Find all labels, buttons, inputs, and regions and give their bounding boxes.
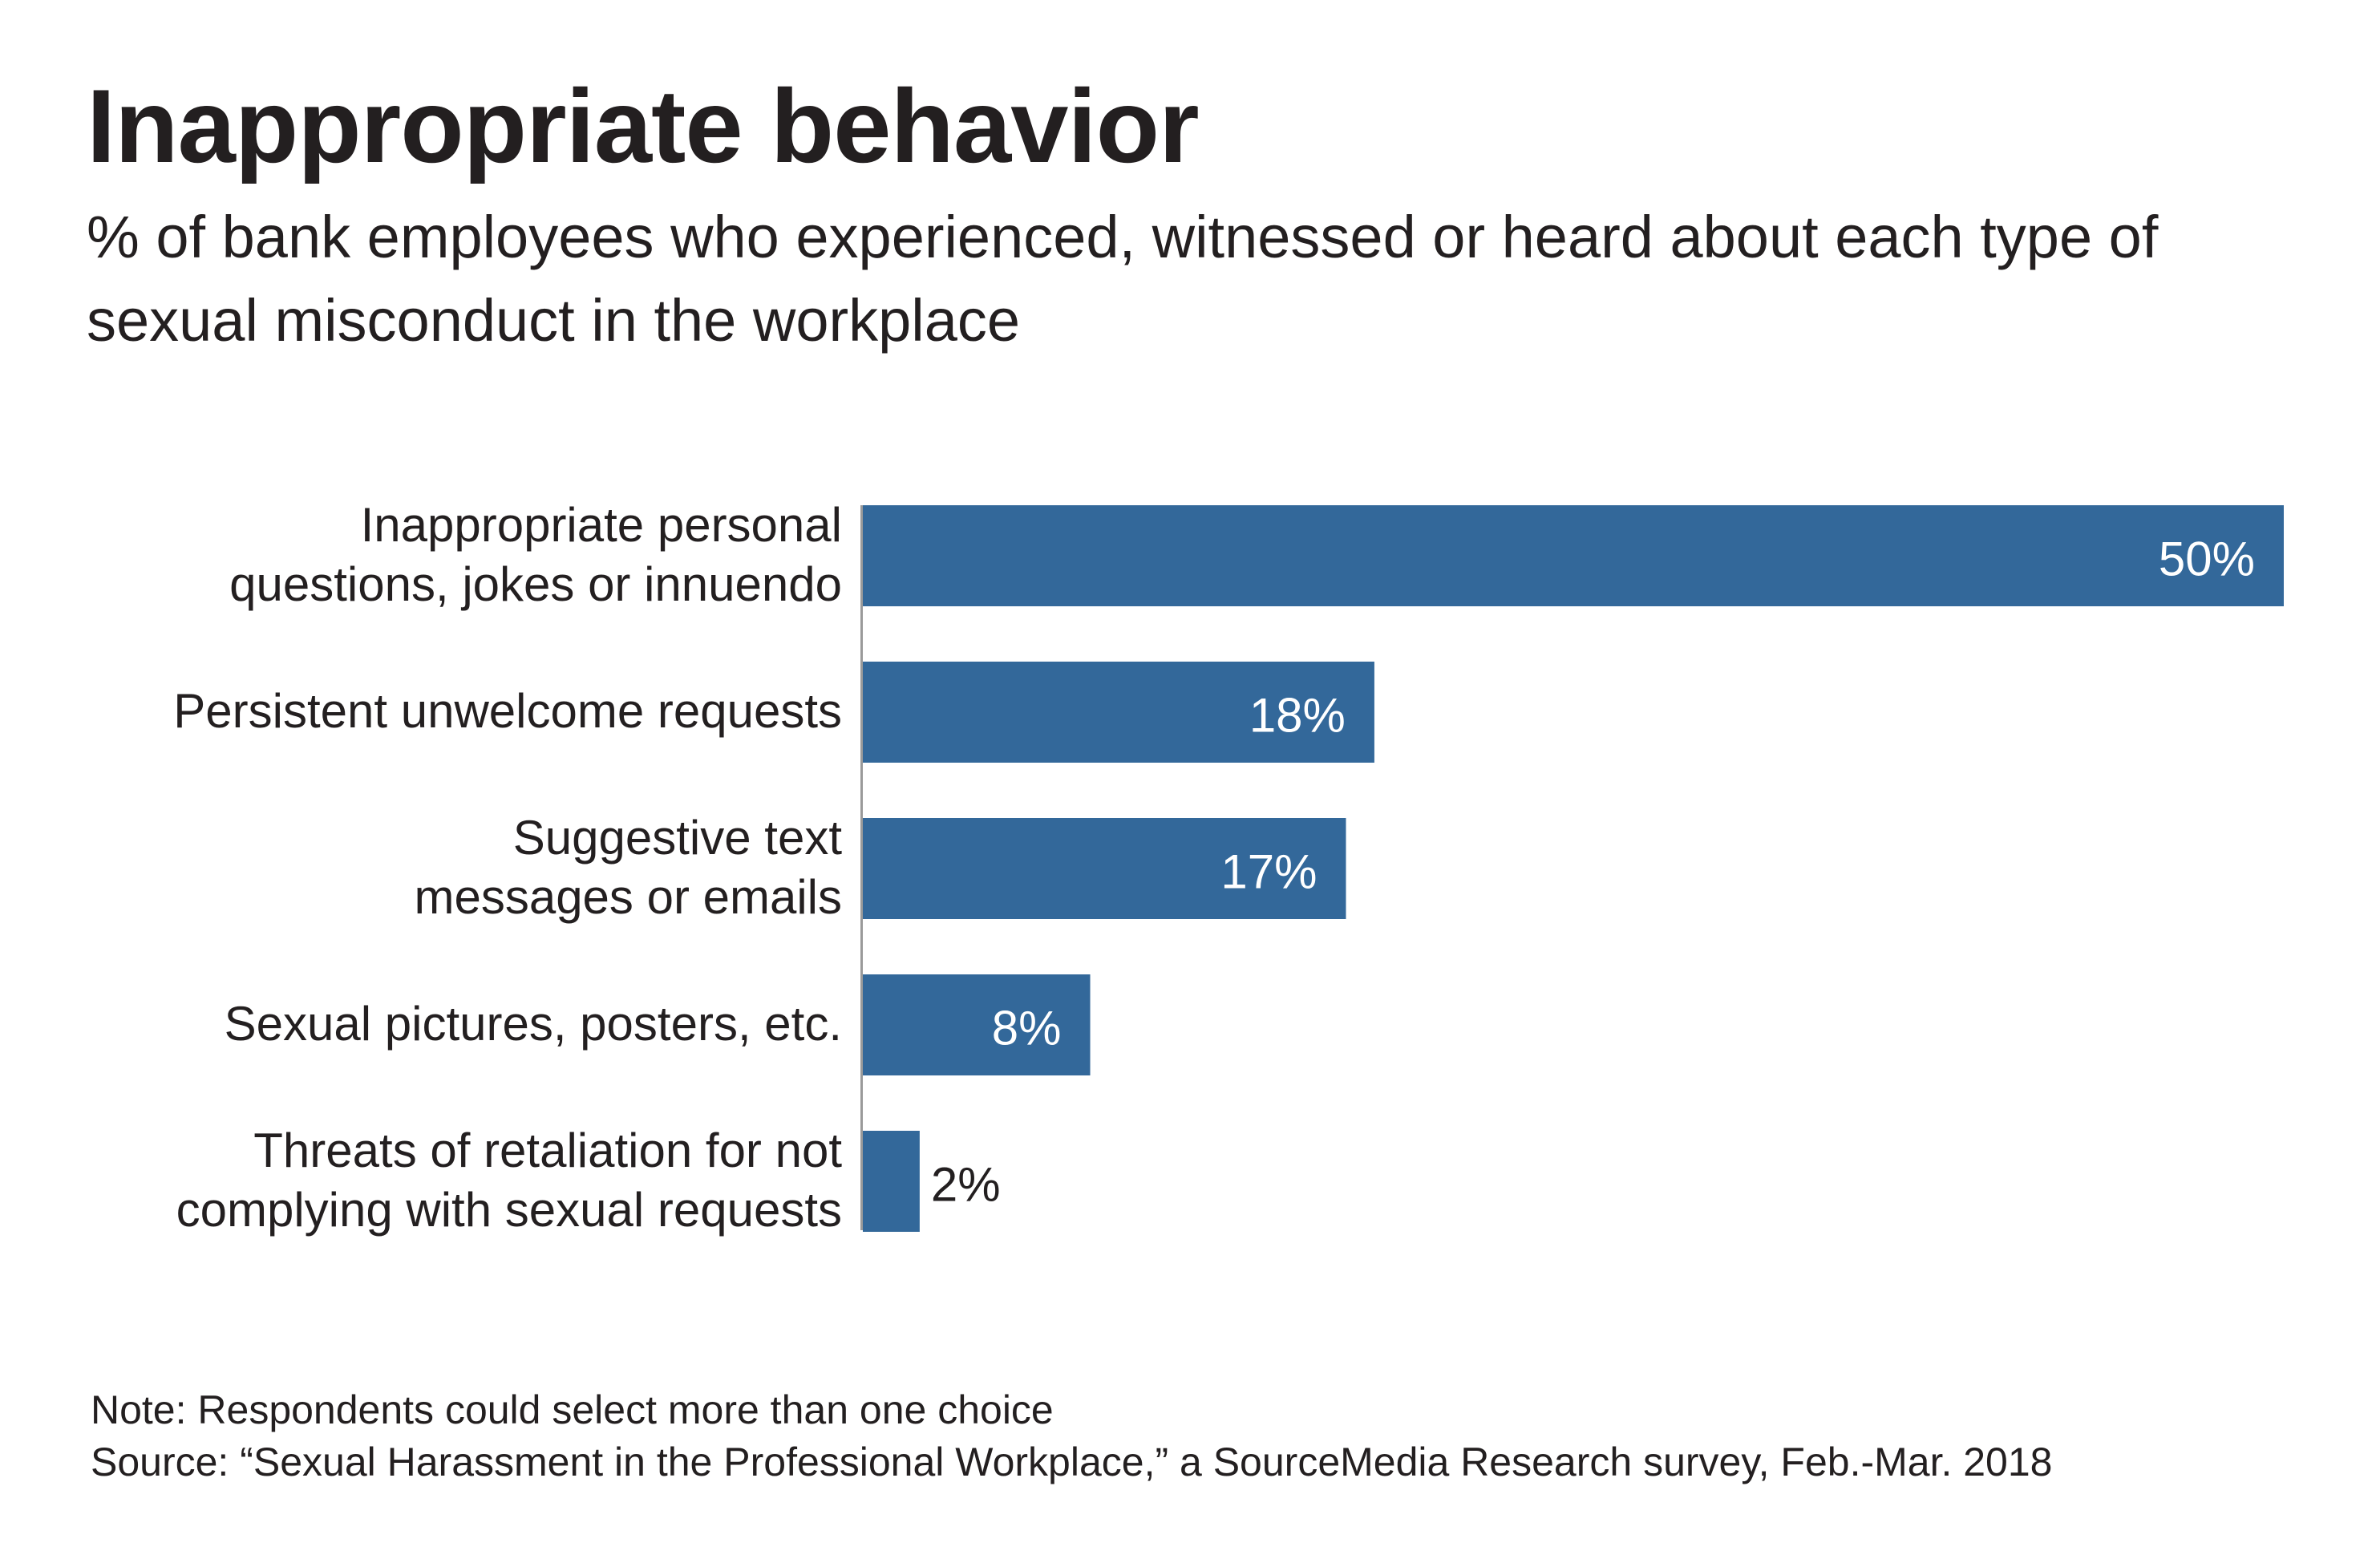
bar-value-label-5: 2% [931,1158,1001,1212]
bar-4 [863,974,1091,1075]
category-label-line: Persistent unwelcome requests [173,684,842,738]
bar-value-label-4: 8% [992,1002,1062,1055]
chart-source: Source: “Sexual Harassment in the Profes… [91,1440,2053,1484]
category-label-5: Threats of retaliation for not complying … [176,1124,843,1237]
category-label-1: Inappropriate personal questions, jokes o… [229,498,842,611]
bar-5 [863,1131,920,1232]
chart-note: Note: Respondents could select more than… [91,1387,1054,1432]
category-label-line: Sexual pictures, posters, etc. [225,997,842,1051]
category-label-line: Suggestive text [513,811,843,865]
category-label-4: Sexual pictures, posters, etc. [225,997,842,1051]
category-label-line: Threats of retaliation for not [253,1124,842,1177]
category-label-line: questions, jokes or innuendo [229,557,842,611]
chart-subtitle: % of bank employees who experienced, wit… [87,204,2159,354]
category-label-line: messages or emails [414,870,842,924]
chart-title: Inappropriate behavior [87,67,1200,184]
bar-value-label-3: 17% [1220,845,1317,899]
bar-1 [863,505,2284,606]
bar-3 [863,818,1346,919]
bar-value-label-2: 18% [1249,689,1346,743]
category-label-line: complying with sexual requests [176,1183,842,1237]
bar-value-label-1: 50% [2159,533,2255,586]
category-label-3: Suggestive text messages or emails [414,811,842,924]
bar-2 [863,662,1374,763]
category-label-line: Inappropriate personal [361,498,842,552]
category-label-2: Persistent unwelcome requests [173,684,842,738]
